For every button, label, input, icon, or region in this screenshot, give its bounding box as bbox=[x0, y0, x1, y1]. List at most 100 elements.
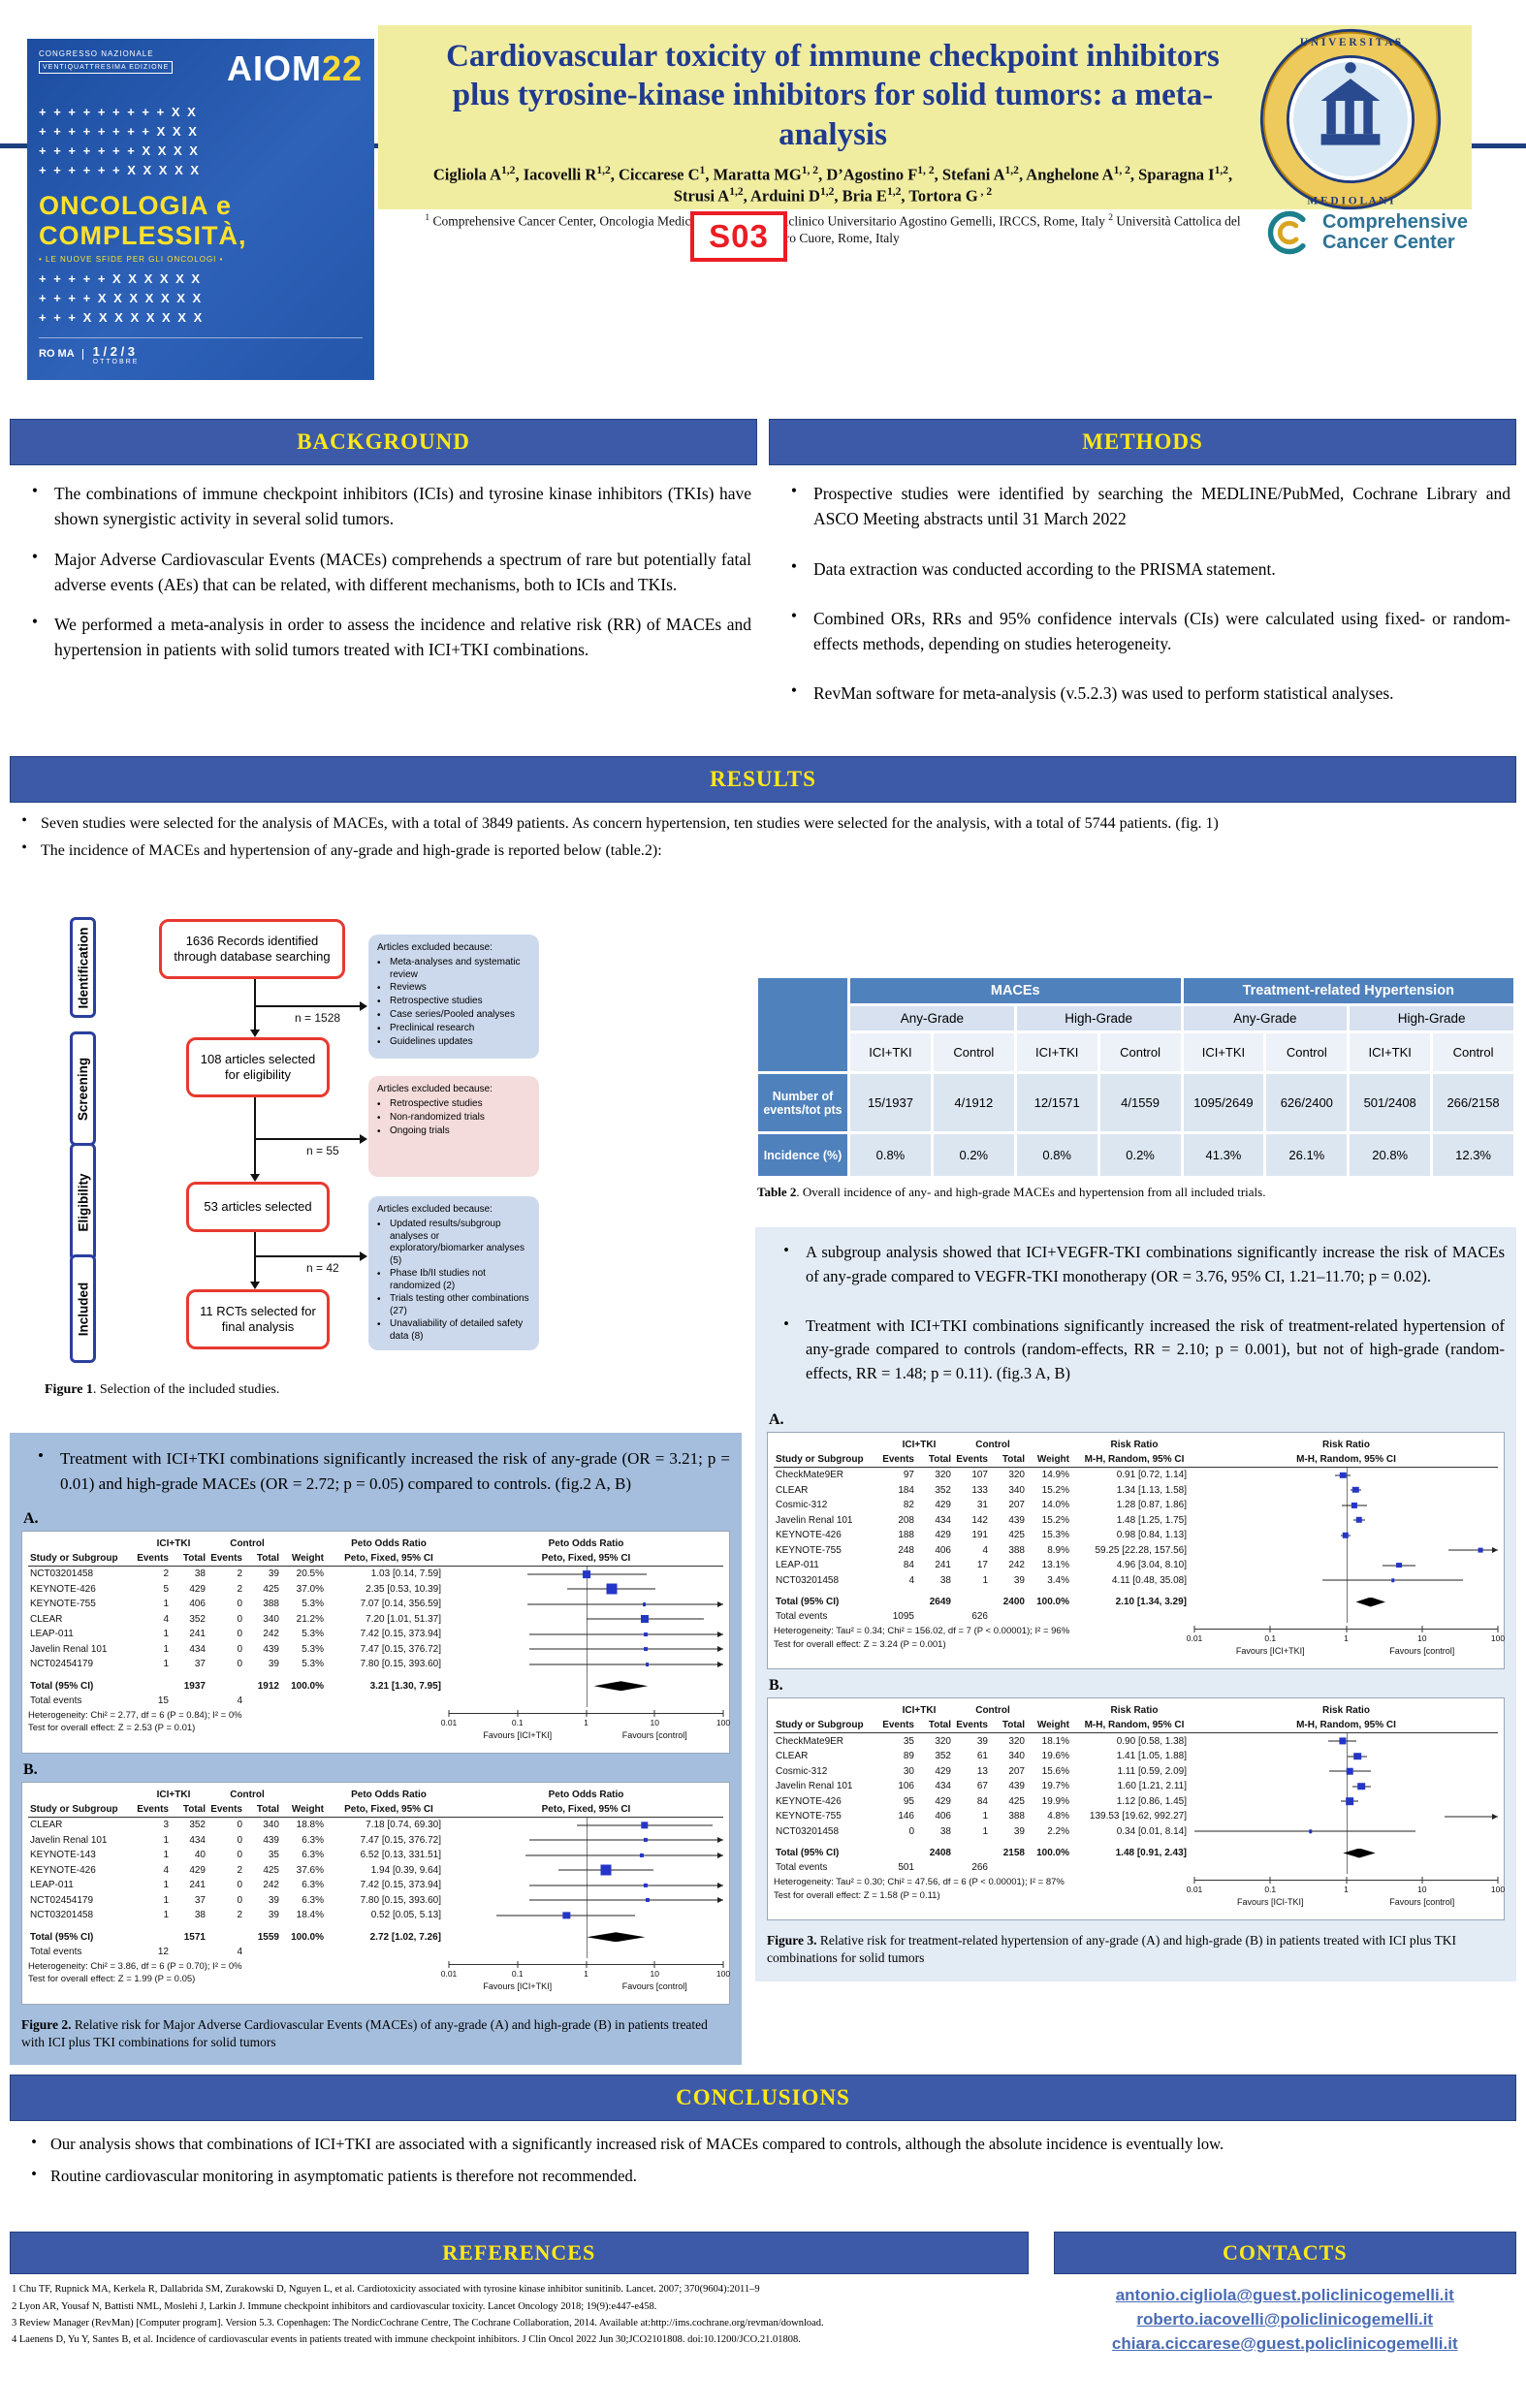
comprehensive-cancer-center-logo: Comprehensive Cancer Center bbox=[1264, 206, 1512, 260]
forest-row: KEYNOTE-143 1 40 0 35 6.3% 6.52 [0.13, 331.51] bbox=[28, 1848, 723, 1863]
forest-cell: 0 bbox=[237, 1834, 242, 1846]
forest-row bbox=[774, 1587, 1498, 1595]
forest-cell: KEYNOTE-755 bbox=[776, 1544, 842, 1556]
forest-cell: 2408 bbox=[929, 1848, 951, 1858]
bullet-item: • Ongoing trials bbox=[377, 1125, 530, 1138]
forest-cell: 100.0% bbox=[1036, 1848, 1069, 1858]
forest-cell: 2.35 [0.53, 10.39] bbox=[366, 1583, 441, 1595]
effect-square bbox=[1353, 1752, 1361, 1760]
forest-cell: 7.07 [0.14, 356.59] bbox=[360, 1599, 441, 1610]
forest-cell: 425 bbox=[263, 1583, 279, 1595]
forest-plot-cell bbox=[449, 1878, 723, 1893]
flow-branch-arrowhead bbox=[360, 1001, 367, 1011]
axis-tick-label: 1 bbox=[1344, 1885, 1349, 1895]
forest-cell: 4 bbox=[237, 1695, 242, 1706]
forest-plot-cell bbox=[1194, 1482, 1498, 1498]
bullet-text: Phase Ib/II studies not randomized (2) bbox=[390, 1268, 486, 1291]
table-grade-header: High-Grade bbox=[1350, 1006, 1513, 1030]
forest-plot-cell: Peto Odds Ratio bbox=[548, 1538, 624, 1549]
bullet-dot: • bbox=[790, 555, 798, 576]
forest-row: LEAP-011 1 241 0 242 6.3% 7.42 [0.15, 373.94] bbox=[28, 1878, 723, 1893]
forest-cell: Events bbox=[956, 1453, 988, 1465]
forest-row: Javelin Renal 101 208 434 142 439 15.2% 1.48 [… bbox=[774, 1512, 1498, 1528]
axis-tick-label: 0.01 bbox=[1186, 1633, 1203, 1644]
forest-cell: 434 bbox=[189, 1643, 206, 1655]
ci-arrow-icon bbox=[717, 1646, 723, 1653]
forest-cell: 1937 bbox=[183, 1680, 206, 1692]
forest-cell: 248 bbox=[898, 1544, 914, 1556]
page-title: Cardiovascular toxicity of immune checkp… bbox=[446, 39, 1220, 152]
forest-plot-cell bbox=[1194, 1467, 1498, 1483]
figure3-caption: Figure 3. Relative risk for treatment-re… bbox=[767, 1933, 1457, 1966]
effect-square bbox=[562, 1912, 571, 1919]
contact-email-link[interactable]: chiara.ciccarese@guest.policlinicogemell… bbox=[1111, 2333, 1458, 2353]
table2-caption: Table 2. Overall incidence of any- and h… bbox=[757, 1185, 1266, 1199]
axis-tick-label: 10 bbox=[650, 1969, 659, 1979]
forest-plot-cell bbox=[449, 1848, 723, 1863]
forest-cell: Study or Subgroup bbox=[30, 1804, 118, 1815]
affiliations-line: 1 Comprehensive Cancer Center, Oncologia… bbox=[425, 212, 1241, 245]
forest-cell: 19.9% bbox=[1041, 1795, 1069, 1807]
forest-cell: 439 bbox=[1008, 1514, 1025, 1526]
bullet-text: Seven studies were selected for the anal… bbox=[41, 815, 1219, 832]
bullet-item: • Treatment with ICI+TKI combinations sig… bbox=[767, 1315, 1505, 1386]
bullet-dot: • bbox=[377, 1269, 381, 1280]
forest-cell: 0.98 [0.84, 1.13] bbox=[1116, 1530, 1187, 1540]
bullet-item: • Meta-analyses and systematic review bbox=[377, 957, 530, 981]
conclusions-body: • Our analysis shows that combinations of… bbox=[10, 2121, 1516, 2228]
forest-cell: 7.20 [1.01, 51.37] bbox=[366, 1613, 441, 1625]
forest-row: CLEAR 4 352 0 340 21.2% 7.20 [1.01, 51.37] bbox=[28, 1611, 723, 1628]
effect-square bbox=[640, 1853, 645, 1857]
flow-box-final: 11 RCTs selected for final analysis bbox=[186, 1289, 330, 1349]
logo-dates: 1 / 2 / 3 OTTOBRE bbox=[92, 343, 140, 365]
forest-cell: 39 bbox=[268, 1894, 279, 1906]
forest-cell: 242 bbox=[263, 1629, 279, 1640]
forest-row: CheckMate9ER 97 320 107 320 14.9% 0.91 [0.72, … bbox=[774, 1467, 1498, 1483]
forest-cell: 13.1% bbox=[1041, 1560, 1069, 1570]
table-arm-header: ICI+TKI bbox=[1183, 1033, 1264, 1071]
forest-cell: ICI+TKI bbox=[156, 1538, 191, 1549]
flow-arrowhead bbox=[250, 1030, 260, 1037]
forest-cell: 439 bbox=[1008, 1781, 1025, 1791]
axis-tick-label: 10 bbox=[1417, 1885, 1427, 1895]
forest-cell: 1.48 [0.91, 2.43] bbox=[1115, 1848, 1187, 1858]
forest-cell: Total bbox=[256, 1553, 279, 1564]
text-line: + + + + + + X X X X X bbox=[39, 163, 202, 178]
forest-plot-fig3a: ICI+TKI Control Risk Ratio Risk Ratio Study … bbox=[767, 1431, 1505, 1670]
table-arm-header: ICI+TKI bbox=[1350, 1033, 1431, 1071]
forest-cell: 1 bbox=[163, 1894, 169, 1906]
axis-tick-label: 0.1 bbox=[1264, 1885, 1277, 1895]
forest-cell: Events bbox=[137, 1553, 169, 1564]
contact-email-link[interactable]: roberto.iacovelli@policlinicogemelli.it bbox=[1136, 2310, 1434, 2329]
forest-row: Cosmic-312 82 429 31 207 14.0% 1.28 [0.87, 1.8… bbox=[774, 1497, 1498, 1513]
forest-cell: 89 bbox=[903, 1751, 914, 1761]
forest-cell: 38 bbox=[939, 1825, 951, 1837]
forest-cell: KEYNOTE-755 bbox=[30, 1599, 96, 1610]
forest-cell: Total (95% CI) bbox=[776, 1597, 840, 1607]
figure1-caption: Figure 1. Selection of the included stud… bbox=[45, 1382, 280, 1397]
bullet-item: • Our analysis shows that combinations of… bbox=[17, 2133, 1503, 2157]
forest-row: Total events 501 266 bbox=[774, 1860, 1498, 1875]
section-references: REFERENCES 1 Chu TF, Rupnick MA, Kerkela… bbox=[10, 2232, 1029, 2365]
forest-cell: 1.60 [1.21, 2.11] bbox=[1117, 1781, 1187, 1791]
text-line: + + + + + + + + + X X bbox=[39, 105, 198, 119]
forest-axis: 0.01 0.1 1 10 100 Favours [ICI+TKI] Favours [c… bbox=[441, 1709, 730, 1748]
forest-row: ICI+TKI Control Peto Odds Ratio Peto Odds R… bbox=[28, 1537, 723, 1551]
contacts-list: antonio.cigliola@guest.policlinicogemell… bbox=[1054, 2274, 1517, 2365]
forest-plot-cell bbox=[1194, 1594, 1498, 1610]
methods-header-bar: METHODS bbox=[769, 419, 1516, 465]
htn-bullets: • A subgroup analysis showed that ICI+VEG… bbox=[767, 1241, 1505, 1386]
contact-email-link[interactable]: antonio.cigliola@guest.policlinicogemell… bbox=[1115, 2286, 1454, 2305]
figure2-caption: Figure 2. Relative risk for Major Advers… bbox=[21, 2017, 708, 2050]
forest-cell: 0 bbox=[237, 1659, 242, 1670]
forest-footer: Heterogeneity: Tau² = 0.30; Chi² = 47.56… bbox=[774, 1876, 1505, 1915]
forest-cell: 146 bbox=[898, 1811, 914, 1822]
bullet-item: • Retrospective studies bbox=[377, 1098, 530, 1111]
forest-cell: KEYNOTE-755 bbox=[776, 1811, 842, 1822]
forest-cell: 320 bbox=[1008, 1470, 1025, 1480]
axis-tick-label: 100 bbox=[1490, 1885, 1506, 1895]
bullet-item: • Retrospective studies bbox=[377, 996, 530, 1008]
forest-cell: 1 bbox=[982, 1574, 988, 1586]
forest-cell: 2 bbox=[237, 1568, 242, 1580]
forest-cell: KEYNOTE-426 bbox=[776, 1530, 842, 1540]
